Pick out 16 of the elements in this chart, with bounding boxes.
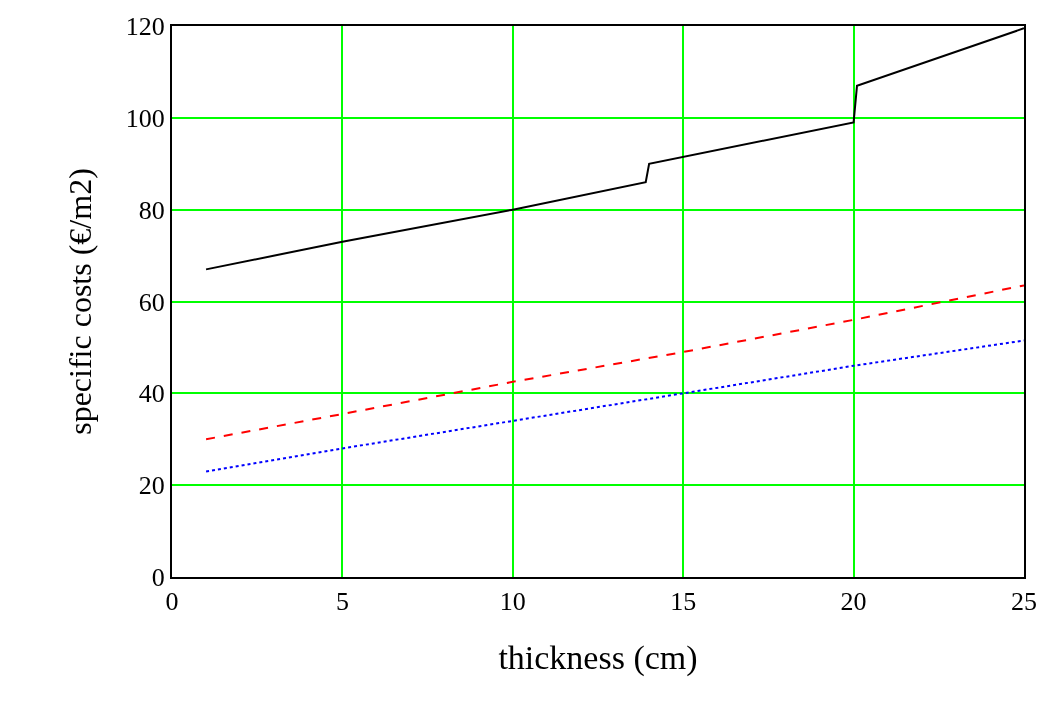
x-tick-label: 10 [499, 587, 526, 617]
y-tick-label: 120 [125, 12, 165, 42]
x-tick-label: 25 [1011, 587, 1037, 617]
x-tick-label: 5 [335, 587, 349, 617]
x-tick-label: 15 [670, 587, 697, 617]
y-tick-label: 100 [125, 103, 165, 133]
x-axis-title: thickness (cm) [498, 639, 698, 677]
x-tick-label: 20 [840, 587, 867, 617]
y-tick-label: 80 [138, 195, 165, 225]
line-series [205, 339, 1024, 473]
y-axis-title: specific costs (€/m2) [61, 168, 98, 435]
y-tick-label: 60 [138, 287, 165, 317]
y-tick-label: 20 [138, 471, 165, 501]
y-tick-label: 0 [151, 563, 165, 593]
y-tick-label: 40 [138, 379, 165, 409]
line-series [205, 284, 1024, 441]
